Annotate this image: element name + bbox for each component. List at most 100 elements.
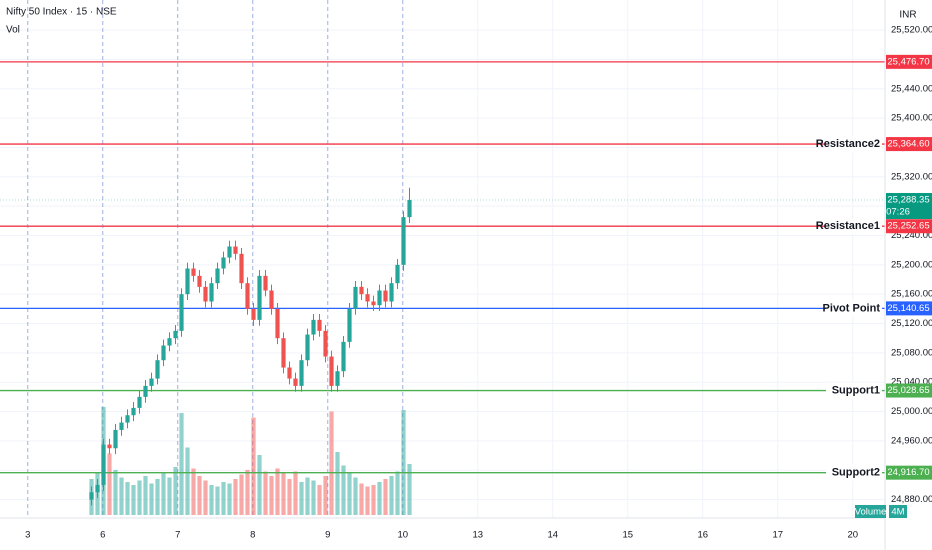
y-tick-label: 25,040.00 xyxy=(891,377,932,388)
level-price-label: 25,028.65 xyxy=(887,385,929,396)
volume-bar xyxy=(275,468,280,515)
volume-bar xyxy=(323,476,328,515)
level-price-box xyxy=(886,465,932,480)
level-name-bg xyxy=(826,136,882,153)
volume-bar xyxy=(281,473,286,515)
candle-body xyxy=(341,341,346,372)
y-tick-label: 25,120.00 xyxy=(891,318,932,329)
volume-bar xyxy=(155,479,160,515)
volume-bar xyxy=(401,410,406,515)
candle-body xyxy=(365,294,370,302)
level-name: Support2 xyxy=(832,467,880,479)
volume-bar xyxy=(329,411,334,515)
volume-scale-badge xyxy=(889,505,907,518)
x-tick-label: 20 xyxy=(847,530,858,541)
last-price-label: 25,288.35 xyxy=(887,195,929,206)
volume-bar xyxy=(311,480,316,515)
candle-body xyxy=(335,371,340,386)
volume-bar xyxy=(299,482,304,515)
candle-body xyxy=(173,330,178,339)
x-tick-label: 17 xyxy=(772,530,783,541)
volume-bar xyxy=(149,483,154,515)
levels: Resistance2 Resistance1 Pivot Point Support… xyxy=(0,61,885,481)
volume-bar xyxy=(209,485,214,515)
axes: 24,880.0024,920.0024,960.0025,000.0025,0… xyxy=(25,25,932,541)
volume-bar xyxy=(215,486,220,515)
candle-body xyxy=(131,407,136,416)
candle-body xyxy=(317,319,322,331)
candle-body xyxy=(293,378,298,386)
volume-bar xyxy=(389,476,394,515)
volume-bar xyxy=(383,479,388,515)
y-tick-label: 25,520.00 xyxy=(891,25,932,36)
countdown: 07:26 xyxy=(886,207,910,218)
candle-body xyxy=(377,290,382,306)
volume-bar xyxy=(119,477,124,515)
candle-body xyxy=(155,360,160,379)
volume-bar xyxy=(287,479,292,515)
candle-body xyxy=(227,246,232,258)
volume-bar xyxy=(197,476,202,515)
volume-bar xyxy=(257,455,262,515)
candle-body xyxy=(221,257,226,269)
volume-pane xyxy=(89,407,412,515)
y-tick-label: 25,400.00 xyxy=(891,113,932,124)
volume-bar xyxy=(113,470,118,515)
x-tick-label: 14 xyxy=(547,530,558,541)
candle-body xyxy=(185,268,190,295)
level-price-box xyxy=(886,219,932,234)
candle-body xyxy=(179,294,184,331)
volume-bar xyxy=(305,477,310,515)
candle-body xyxy=(101,444,106,485)
volume-bar xyxy=(269,476,274,515)
candle-body xyxy=(395,264,400,284)
x-tick-label: 13 xyxy=(472,530,483,541)
level-price-label: 24,916.70 xyxy=(887,467,929,478)
currency: INR xyxy=(899,10,916,21)
candles xyxy=(89,187,412,506)
x-tick-label: 7 xyxy=(175,530,180,541)
volume-bar xyxy=(359,483,364,515)
volume-bar xyxy=(131,485,136,515)
y-tick-label: 25,080.00 xyxy=(891,347,932,358)
candle-body xyxy=(389,283,394,302)
candle-body xyxy=(299,360,304,386)
level-name-bg xyxy=(826,382,882,399)
candle-body xyxy=(119,422,124,430)
y-tick-label: 25,440.00 xyxy=(891,83,932,94)
candle-body xyxy=(287,367,292,379)
volume-bar xyxy=(407,464,412,515)
level-name-bg xyxy=(826,300,882,317)
candle-body xyxy=(275,308,280,339)
volume-bar xyxy=(263,471,268,515)
candle-body xyxy=(215,268,220,284)
volume-bar xyxy=(203,480,208,515)
level-name-bg xyxy=(826,218,882,235)
level-name: Pivot Point xyxy=(823,302,881,314)
level-name: Resistance2 xyxy=(816,138,880,150)
volume-bar xyxy=(191,468,196,515)
candle-body xyxy=(197,275,202,287)
candle-body xyxy=(149,378,154,386)
candle-body xyxy=(143,385,148,397)
chart-title: Nifty 50 Index · 15 · NSE xyxy=(6,7,117,18)
x-tick-label: 3 xyxy=(25,530,30,541)
volume-bar xyxy=(341,465,346,515)
candle-body xyxy=(323,330,328,357)
last-price-box xyxy=(886,193,932,220)
candle-body xyxy=(353,286,358,309)
candle-body xyxy=(407,200,412,218)
level-name-bg xyxy=(826,464,882,481)
volume-bar xyxy=(353,477,358,515)
volume-bar xyxy=(125,482,130,515)
volume-bar xyxy=(161,473,166,515)
volume-bar xyxy=(239,474,244,515)
level-price-label: 25,364.60 xyxy=(887,139,929,150)
level-price-box xyxy=(886,301,932,316)
candle-body xyxy=(167,338,172,346)
x-tick-label: 9 xyxy=(325,530,330,541)
volume-badge-text: Volume xyxy=(855,507,887,518)
candle-body xyxy=(311,319,316,335)
